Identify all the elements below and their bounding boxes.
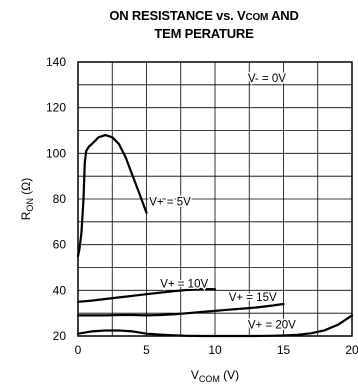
chart-title: ON RESISTANCE vs. VCOM AND TEM PERATURE bbox=[50, 8, 358, 42]
series-line-2 bbox=[76, 287, 217, 303]
y-tick-label: 60 bbox=[53, 238, 67, 252]
series-layer bbox=[76, 134, 354, 338]
x-axis-label-sub: COM bbox=[199, 374, 220, 384]
x-tick-label: 10 bbox=[208, 343, 222, 357]
y-axis-label-main: R bbox=[19, 211, 33, 220]
tick-layer: 0 5 10 15 20 20 40 60 80 100 120 140 bbox=[46, 55, 358, 357]
annotation-label-4: V+ = 15V bbox=[229, 292, 277, 304]
x-tick-label: 5 bbox=[143, 343, 150, 357]
y-tick-label: 100 bbox=[46, 146, 66, 160]
annotation-label-5: V+ = 20V bbox=[248, 320, 296, 332]
series-line-1 bbox=[76, 134, 148, 258]
annotation-label-2: V+ = 5V bbox=[149, 196, 191, 208]
y-axis-label-unit: (Ω) bbox=[19, 178, 33, 198]
y-tick-label: 120 bbox=[46, 101, 66, 115]
annotation-label-1: V- = 0V bbox=[248, 73, 286, 85]
annotation-label-3: V+ = 10V bbox=[160, 278, 208, 290]
x-tick-label: 0 bbox=[75, 343, 82, 357]
y-tick-label: 40 bbox=[53, 283, 67, 297]
chart-title-subscript: COM bbox=[245, 12, 269, 23]
chart-title-prefix: ON RESISTANCE vs. V bbox=[109, 8, 246, 23]
y-tick-label: 20 bbox=[53, 329, 67, 343]
chart-title-line1: ON RESISTANCE vs. VCOM AND bbox=[50, 8, 358, 26]
x-axis-label: VCOM (V) bbox=[191, 368, 239, 384]
chart-title-suffix: AND bbox=[268, 8, 299, 23]
series-line-3 bbox=[76, 302, 285, 317]
series-line-4 bbox=[76, 314, 354, 338]
y-axis-label: RON (Ω) bbox=[19, 178, 35, 220]
x-tick-label: 15 bbox=[277, 343, 291, 357]
y-tick-label: 80 bbox=[53, 192, 67, 206]
y-tick-label: 140 bbox=[46, 55, 66, 69]
grid-layer bbox=[77, 61, 353, 337]
annotation-layer: V- = 0V V+ = 5V V+ = 10V V+ = 15V V+ = 20V bbox=[148, 71, 298, 333]
x-tick-label: 20 bbox=[345, 343, 358, 357]
x-axis-label-main: V bbox=[191, 368, 199, 382]
x-axis-label-unit: (V) bbox=[220, 368, 239, 382]
y-axis-label-sub: ON bbox=[25, 198, 35, 212]
chart-title-line2: TEM PERATURE bbox=[154, 26, 254, 41]
